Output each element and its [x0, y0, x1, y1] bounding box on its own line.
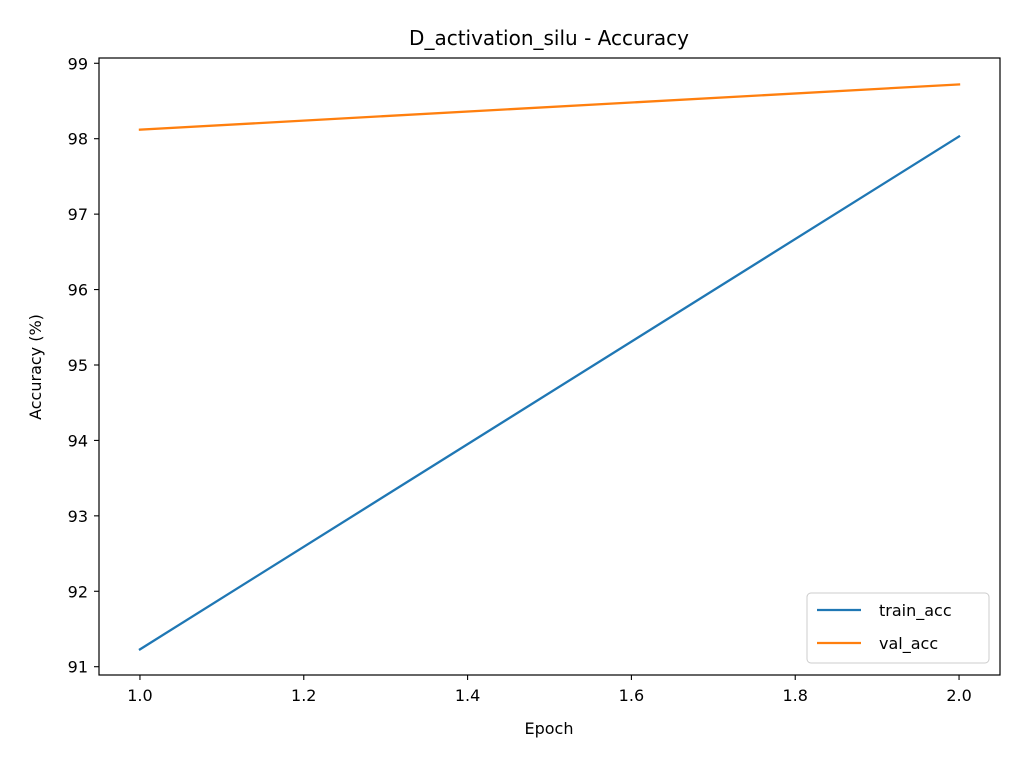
x-axis-ticks: 1.0 1.2 1.4 1.6 1.8 2.0 — [127, 675, 972, 705]
x-tick-label: 1.2 — [291, 686, 316, 705]
series-line-train-acc — [138, 134, 961, 651]
y-tick-label: 96 — [68, 281, 88, 300]
plot-area-frame — [98, 57, 1001, 676]
x-tick-label: 1.6 — [619, 686, 644, 705]
series-line-val-acc — [138, 83, 961, 131]
y-tick-label: 94 — [68, 431, 88, 450]
y-tick-label: 93 — [68, 507, 88, 526]
series-lines — [138, 83, 961, 651]
x-tick-label: 1.4 — [455, 686, 480, 705]
legend-label-val-acc: val_acc — [879, 634, 938, 654]
chart-title: D_activation_silu - Accuracy — [409, 26, 689, 50]
legend: train_acc val_acc — [806, 592, 990, 664]
x-axis-label: Epoch — [525, 719, 574, 738]
legend-label-train-acc: train_acc — [879, 601, 952, 621]
y-tick-label: 91 — [68, 658, 88, 677]
y-tick-label: 97 — [68, 205, 88, 224]
x-tick-label: 1.8 — [783, 686, 808, 705]
y-axis-ticks: 91 92 93 94 95 96 97 98 99 — [68, 54, 99, 677]
y-tick-label: 95 — [68, 356, 88, 375]
y-axis-label: Accuracy (%) — [26, 314, 45, 420]
x-tick-label: 2.0 — [946, 686, 971, 705]
y-tick-label: 99 — [68, 54, 88, 73]
y-tick-label: 92 — [68, 582, 88, 601]
x-tick-label: 1.0 — [127, 686, 152, 705]
y-tick-label: 98 — [68, 130, 88, 149]
